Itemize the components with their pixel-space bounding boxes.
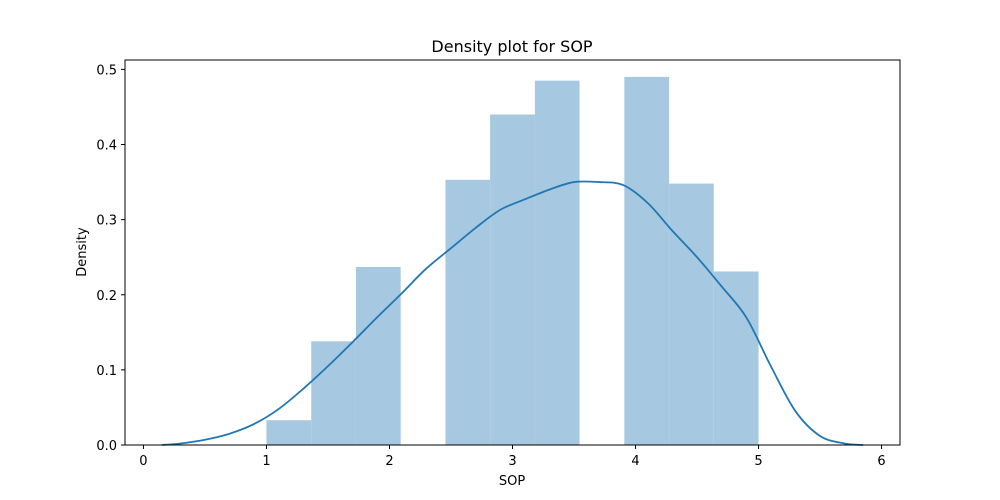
y-tick-label: 0.2 — [96, 289, 117, 304]
histogram-bar — [713, 271, 759, 445]
histogram-bar — [266, 420, 312, 445]
histogram-bar — [624, 76, 670, 445]
y-tick-label: 0.5 — [96, 63, 117, 78]
histogram-bar — [445, 179, 491, 445]
histogram-bar — [669, 183, 714, 445]
x-axis-label: SOP — [499, 474, 525, 489]
chart-title: Density plot for SOP — [431, 37, 593, 56]
histogram-bar — [490, 114, 535, 446]
x-tick-label: 6 — [877, 454, 885, 469]
y-axis-ticks: 0.0 0.1 0.2 0.3 0.4 0.5 — [96, 63, 125, 454]
y-tick-label: 0.1 — [96, 364, 117, 379]
x-tick-label: 1 — [262, 454, 270, 469]
y-tick-label: 0.0 — [96, 439, 117, 454]
histogram-bar — [534, 80, 580, 445]
x-tick-label: 5 — [754, 454, 762, 469]
y-tick-label: 0.4 — [96, 139, 117, 154]
x-tick-label: 0 — [139, 454, 147, 469]
histogram-bars — [266, 76, 759, 446]
histogram-bar — [355, 266, 401, 445]
x-tick-label: 4 — [631, 454, 639, 469]
x-tick-label: 2 — [385, 454, 393, 469]
y-axis-label: Density — [75, 227, 90, 277]
kde-line — [161, 180, 864, 446]
y-tick-label: 0.3 — [96, 214, 117, 229]
x-axis-ticks: 0 1 2 3 4 5 6 — [139, 445, 886, 469]
histogram-bar — [311, 341, 356, 445]
x-tick-label: 3 — [508, 454, 516, 469]
